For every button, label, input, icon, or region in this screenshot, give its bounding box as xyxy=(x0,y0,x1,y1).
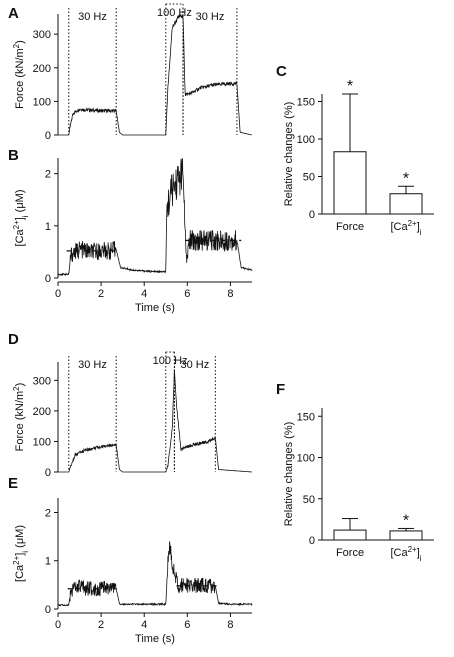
chart-d-stim-label: 100 Hz xyxy=(153,355,188,367)
chart-a-y-tick-label: 200 xyxy=(33,63,51,75)
chart-b-x-tick-label: 4 xyxy=(141,288,147,300)
chart-e-calcium-trace: 0 1 2 [Ca2+]i (μM) 0 2 4 6 8 Time (s) xyxy=(12,498,253,645)
chart-b-y-tick-label: 0 xyxy=(45,273,51,285)
chart-e-y-tick-label: 0 xyxy=(45,604,51,616)
chart-c-significance-star: * xyxy=(403,170,409,187)
chart-e-y-tick-label: 2 xyxy=(45,507,51,519)
chart-f-bar xyxy=(389,530,423,541)
chart-f-y-tick-label: 100 xyxy=(297,453,315,465)
chart-e-x-tick-label: 8 xyxy=(227,619,233,631)
chart-c-category-label: [Ca2+]i xyxy=(390,219,421,237)
chart-d-stim-label: 30 Hz xyxy=(78,359,107,371)
chart-c-y-tick-label: 0 xyxy=(309,209,315,221)
chart-a-force-trace: 0 100 200 300 Force (kN/m2) 30 Hz 100 Hz 30 Hz xyxy=(12,3,253,142)
chart-b-x-tick-label: 0 xyxy=(55,288,61,300)
chart-b-y-axis-label: [Ca2+]i (μM) xyxy=(12,190,30,247)
chart-f-category-label: Force xyxy=(336,547,364,559)
chart-d-y-tick-label: 100 xyxy=(33,436,51,448)
chart-c-significance-star: * xyxy=(347,78,353,95)
chart-e-x-tick-label: 2 xyxy=(98,619,104,631)
chart-b-x-axis-label: Time (s) xyxy=(135,302,175,314)
chart-b-trace xyxy=(57,158,253,277)
chart-a-y-tick-label: 100 xyxy=(33,96,51,108)
chart-a-y-tick-label: 300 xyxy=(33,29,51,41)
panel-letter-b: B xyxy=(8,147,19,164)
chart-b-calcium-trace: 0 1 2 [Ca2+]i (μM) 0 2 4 6 8 Time (s) xyxy=(12,158,253,314)
chart-e-x-tick-label: 6 xyxy=(184,619,190,631)
chart-b-x-tick-label: 8 xyxy=(227,288,233,300)
chart-b-y-tick-label: 2 xyxy=(45,169,51,181)
chart-e-trace xyxy=(57,541,253,607)
chart-d-stim-label: 30 Hz xyxy=(181,359,210,371)
chart-f-significance-star: * xyxy=(403,512,409,529)
chart-e-x-axis-label: Time (s) xyxy=(135,633,175,645)
chart-c-y-tick-label: 100 xyxy=(297,134,315,146)
chart-f-category-label: [Ca2+]i xyxy=(390,545,421,563)
panel-letter-d: D xyxy=(8,331,19,348)
panel-letter-e: E xyxy=(8,475,18,492)
chart-f-y-tick-label: 50 xyxy=(303,494,315,506)
chart-c-y-tick-label: 50 xyxy=(303,172,315,184)
chart-a-trace xyxy=(58,14,253,136)
chart-a-y-axis-label: Force (kN/m2) xyxy=(12,40,27,109)
panel-letter-c: C xyxy=(276,63,287,80)
chart-f-y-tick-label: 0 xyxy=(309,535,315,547)
chart-b-x-tick-label: 2 xyxy=(98,288,104,300)
chart-b-x-tick-label: 6 xyxy=(184,288,190,300)
chart-e-x-tick-label: 0 xyxy=(55,619,61,631)
chart-d-trace xyxy=(58,369,252,473)
chart-d-y-tick-label: 0 xyxy=(45,467,51,479)
chart-c-category-label: Force xyxy=(336,221,364,233)
chart-c-bar xyxy=(389,193,423,215)
chart-a-stim-label: 30 Hz xyxy=(196,11,225,23)
chart-f-y-axis-label: Relative changes (%) xyxy=(283,422,295,527)
chart-d-y-axis-label: Force (kN/m2) xyxy=(12,383,27,452)
panel-letter-f: F xyxy=(276,381,285,398)
chart-e-x-tick-label: 4 xyxy=(141,619,147,631)
chart-c-y-axis-label: Relative changes (%) xyxy=(283,102,295,207)
chart-a-stim-label: 30 Hz xyxy=(78,11,107,23)
chart-d-y-tick-label: 200 xyxy=(33,406,51,418)
chart-c-y-tick-label: 150 xyxy=(297,97,315,109)
chart-e-y-tick-label: 1 xyxy=(45,556,51,568)
chart-a-stim-label: 100 Hz xyxy=(157,7,192,19)
chart-e-y-axis-label: [Ca2+]i (μM) xyxy=(12,525,30,582)
chart-f-y-tick-label: 150 xyxy=(297,411,315,423)
chart-d-y-tick-label: 300 xyxy=(33,375,51,387)
panel-letter-a: A xyxy=(8,5,19,22)
chart-a-y-tick-label: 0 xyxy=(45,130,51,142)
chart-b-y-tick-label: 1 xyxy=(45,221,51,233)
chart-f-bar xyxy=(333,529,367,541)
chart-c-bar xyxy=(333,151,367,215)
